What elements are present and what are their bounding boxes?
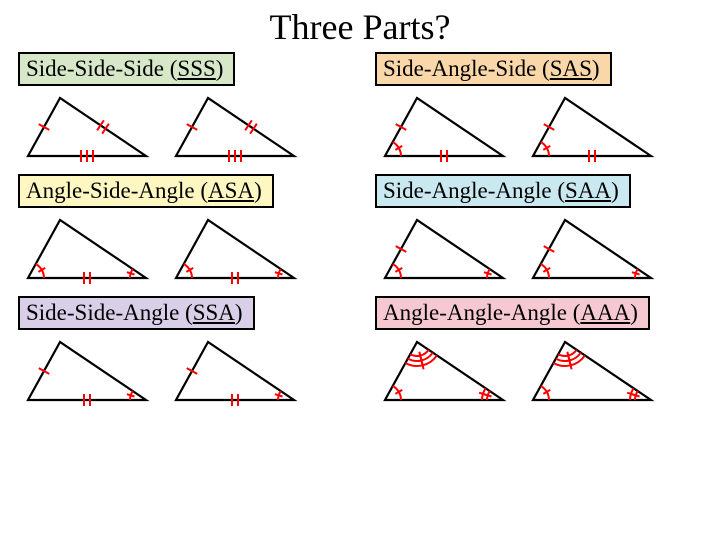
triangle-pair-sas bbox=[379, 90, 657, 168]
triangle-pair-sss bbox=[22, 90, 300, 168]
label-sss: Side-Side-Side (SSS) bbox=[18, 52, 235, 86]
label-sas: Side-Angle-Side (SAS) bbox=[375, 52, 612, 86]
cell-sss: Side-Side-Side (SSS) bbox=[18, 52, 345, 168]
triangle-icon bbox=[170, 212, 300, 290]
cell-saa: Side-Angle-Angle (SAA) bbox=[375, 174, 702, 290]
label-aaa: Angle-Angle-Angle (AAA) bbox=[375, 296, 650, 330]
label-saa: Side-Angle-Angle (SAA) bbox=[375, 174, 631, 208]
triangle-pair-aaa bbox=[379, 334, 657, 412]
label-ssa: Side-Side-Angle (SSA) bbox=[18, 296, 255, 330]
triangle-icon bbox=[170, 334, 300, 412]
triangle-icon bbox=[527, 90, 657, 168]
cell-sas: Side-Angle-Side (SAS) bbox=[375, 52, 702, 168]
label-asa: Angle-Side-Angle (ASA) bbox=[18, 174, 274, 208]
cell-aaa: Angle-Angle-Angle (AAA) bbox=[375, 296, 702, 412]
triangle-icon bbox=[22, 90, 152, 168]
triangle-icon bbox=[379, 212, 509, 290]
page: Three Parts? Side-Side-Side (SSS) Side-An… bbox=[0, 0, 720, 540]
triangle-pair-ssa bbox=[22, 334, 300, 412]
triangle-icon bbox=[379, 334, 509, 412]
triangle-pair-saa bbox=[379, 212, 657, 290]
triangle-icon bbox=[527, 212, 657, 290]
triangle-icon bbox=[379, 90, 509, 168]
triangle-icon bbox=[170, 90, 300, 168]
page-title: Three Parts? bbox=[0, 0, 720, 52]
triangle-icon bbox=[22, 334, 152, 412]
cell-ssa: Side-Side-Angle (SSA) bbox=[18, 296, 345, 412]
cell-asa: Angle-Side-Angle (ASA) bbox=[18, 174, 345, 290]
grid: Side-Side-Side (SSS) Side-Angle-Side (SAS… bbox=[0, 52, 720, 412]
triangle-icon bbox=[22, 212, 152, 290]
triangle-icon bbox=[527, 334, 657, 412]
triangle-pair-asa bbox=[22, 212, 300, 290]
